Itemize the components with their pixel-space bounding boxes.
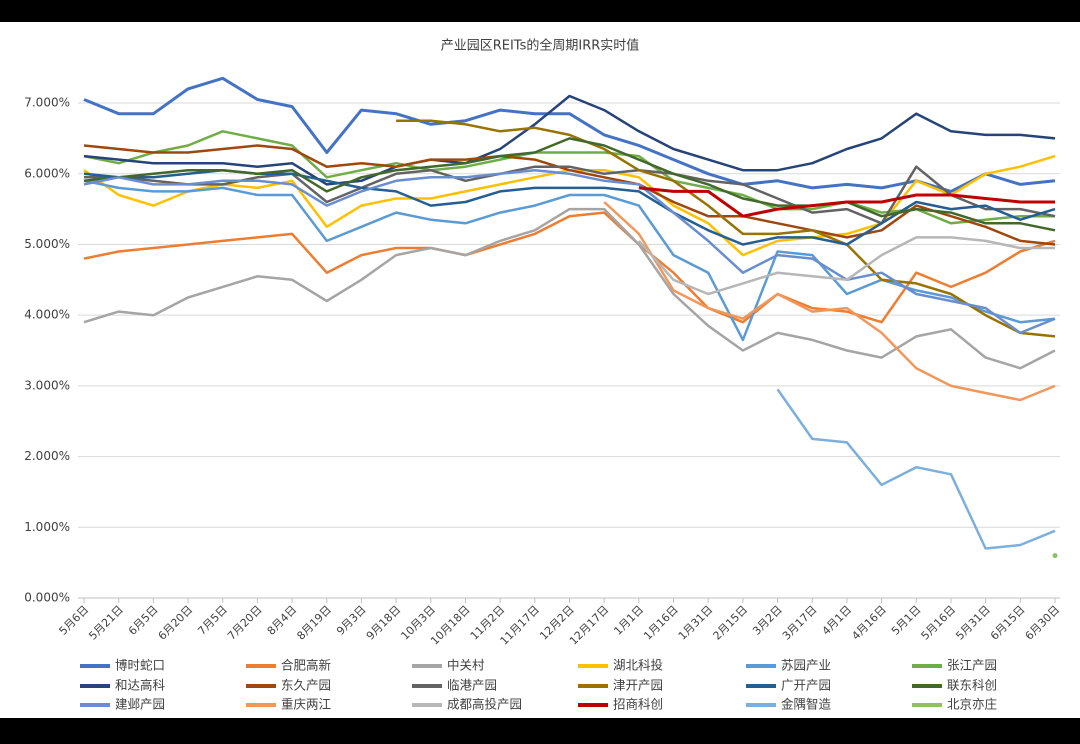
legend-label: 重庆两江 [281, 697, 331, 712]
series-line [776, 388, 1056, 550]
legend-label: 苏园产业 [781, 658, 831, 673]
series-line [83, 76, 1056, 193]
legend-label: 建邺产园 [115, 697, 165, 712]
chart-title: 产业园区REITs的全周期IRR实时值 [441, 38, 640, 54]
chart-background [0, 22, 1080, 718]
y-tick-label: 6.000% [24, 166, 70, 180]
series-line [637, 236, 1055, 296]
legend-label: 东久产园 [281, 678, 331, 693]
legend-label: 张江产园 [947, 658, 997, 673]
legend-label: 合肥高新 [281, 658, 331, 673]
series-line [83, 207, 1056, 370]
y-tick-label: 5.000% [24, 237, 70, 251]
series-line [396, 119, 1056, 338]
series-line [83, 168, 1056, 335]
y-tick-label: 4.000% [24, 308, 70, 322]
legend-label: 金隅智造 [781, 697, 832, 712]
series-line [83, 130, 1055, 225]
legend-label: 博时蛇口 [115, 658, 165, 673]
legend-label: 广开产园 [781, 678, 831, 693]
y-tick-label: 3.000% [24, 378, 70, 392]
y-tick-label: 2.000% [24, 449, 70, 463]
y-tick-label: 0.000% [24, 591, 70, 605]
y-tick-label: 1.000% [24, 520, 70, 534]
legend-label: 招商科创 [613, 697, 663, 712]
series-point [1052, 553, 1058, 559]
series-line [83, 94, 1056, 186]
y-tick-label: 7.000% [24, 96, 70, 110]
series-line [83, 137, 1056, 232]
legend-label: 中关村 [447, 658, 485, 673]
legend-label: 北京亦庄 [947, 697, 997, 712]
series-line [83, 144, 1056, 246]
series-line [638, 186, 1055, 218]
legend-label: 临港产园 [447, 678, 497, 693]
legend-label: 津开产园 [613, 678, 663, 693]
series-line [603, 201, 1056, 402]
legend-label: 和达高科 [115, 678, 166, 693]
legend-label: 湖北科投 [613, 658, 663, 673]
series-line [83, 179, 1056, 342]
series-line [83, 211, 1056, 324]
legend-label: 联东科创 [947, 678, 997, 693]
legend-label: 成都高投产园 [447, 697, 522, 712]
